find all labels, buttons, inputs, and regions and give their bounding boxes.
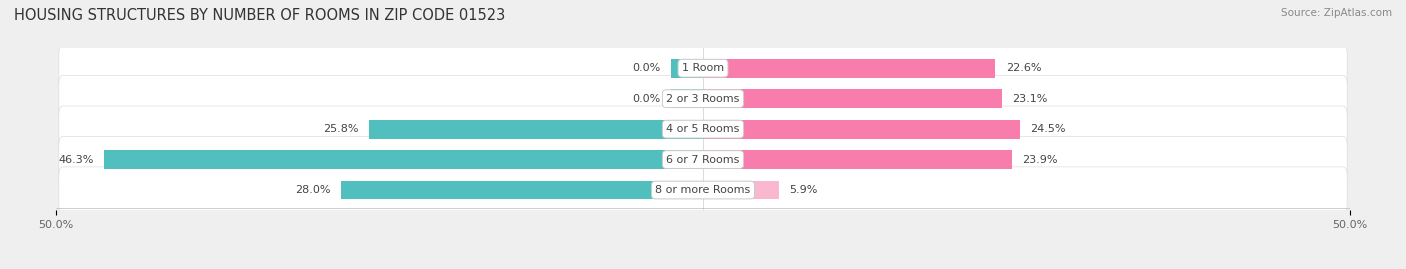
Text: 23.1%: 23.1% <box>1012 94 1047 104</box>
FancyBboxPatch shape <box>59 76 1347 122</box>
Text: 4 or 5 Rooms: 4 or 5 Rooms <box>666 124 740 134</box>
Text: 24.5%: 24.5% <box>1031 124 1066 134</box>
FancyBboxPatch shape <box>59 45 1347 91</box>
Text: Source: ZipAtlas.com: Source: ZipAtlas.com <box>1281 8 1392 18</box>
Bar <box>703 120 1019 139</box>
Bar <box>703 89 1002 108</box>
Bar <box>104 150 703 169</box>
Text: 22.6%: 22.6% <box>1005 63 1042 73</box>
Bar <box>703 150 1012 169</box>
Bar <box>671 59 703 78</box>
Bar <box>703 59 995 78</box>
Bar <box>671 89 703 108</box>
Text: 46.3%: 46.3% <box>59 155 94 165</box>
FancyBboxPatch shape <box>59 167 1347 213</box>
Text: 0.0%: 0.0% <box>633 94 661 104</box>
FancyBboxPatch shape <box>59 106 1347 152</box>
Text: 25.8%: 25.8% <box>323 124 359 134</box>
Text: 2 or 3 Rooms: 2 or 3 Rooms <box>666 94 740 104</box>
FancyBboxPatch shape <box>59 136 1347 183</box>
Text: 6 or 7 Rooms: 6 or 7 Rooms <box>666 155 740 165</box>
Text: 5.9%: 5.9% <box>790 185 818 195</box>
Text: 0.0%: 0.0% <box>633 63 661 73</box>
Text: HOUSING STRUCTURES BY NUMBER OF ROOMS IN ZIP CODE 01523: HOUSING STRUCTURES BY NUMBER OF ROOMS IN… <box>14 8 505 23</box>
Text: 8 or more Rooms: 8 or more Rooms <box>655 185 751 195</box>
Text: 28.0%: 28.0% <box>295 185 330 195</box>
Bar <box>340 180 703 200</box>
Text: 1 Room: 1 Room <box>682 63 724 73</box>
Text: 23.9%: 23.9% <box>1022 155 1057 165</box>
Bar <box>703 180 779 200</box>
Bar <box>370 120 703 139</box>
